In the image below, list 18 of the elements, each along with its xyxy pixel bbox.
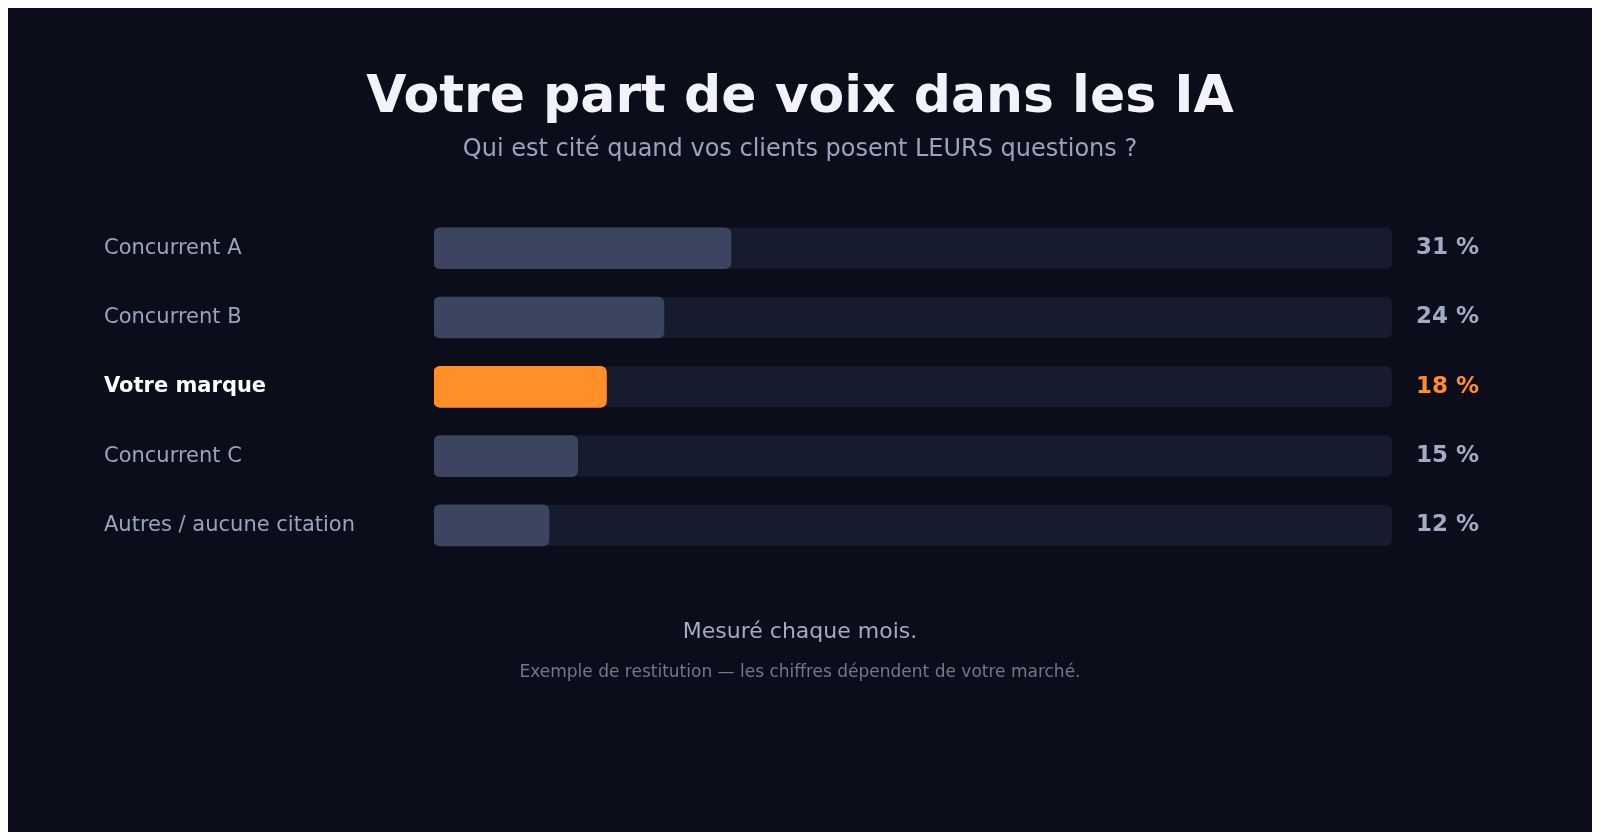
chart-title: Votre part de voix dans les IA [365,64,1235,124]
data-label: 15 % [1416,441,1480,468]
data-label: 31 % [1416,233,1480,260]
text: Mesuré chaque mois. [681,618,919,643]
y-tick-label: Autres / aucune citation [104,511,356,536]
y-tick-label: Concurrent C [104,442,242,467]
bar [434,365,607,408]
chart-subtitle: Qui est cité quand vos clients posent LEURS questions ? [461,134,1139,162]
data-label: 24 % [1416,302,1480,329]
bar [434,296,665,339]
data-label: 18 % [1416,371,1480,398]
bar [434,435,579,477]
y-tick-label: Concurrent A [104,234,243,259]
y-tick-label: Votre marque [104,373,267,398]
y-tick-label: Concurrent B [104,303,242,328]
data-label: 12 % [1416,510,1480,537]
text: Exemple de restitution — les chiffres dépendent de votre marché. [518,661,1082,681]
bar [434,504,550,547]
